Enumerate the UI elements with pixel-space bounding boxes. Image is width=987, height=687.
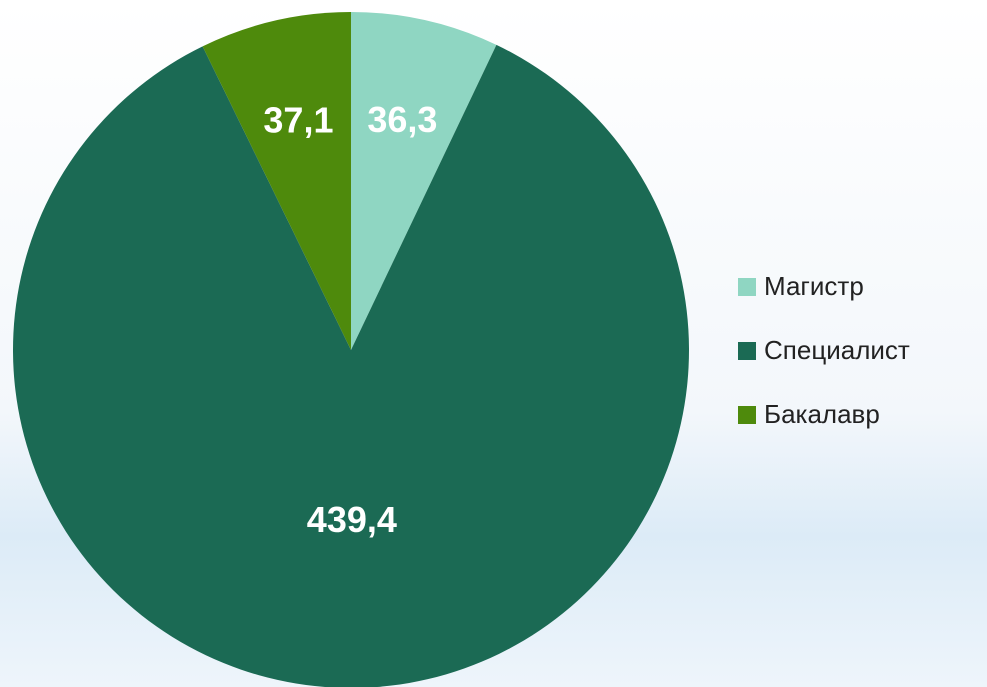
legend-label: Бакалавр <box>764 399 880 429</box>
legend-label: Магистр <box>764 271 864 301</box>
legend-swatch <box>738 406 756 424</box>
legend-swatch <box>738 278 756 296</box>
pie-slice <box>351 12 497 350</box>
pie-slice <box>202 11 351 350</box>
value-label: 36,3 <box>367 99 437 140</box>
legend-swatch <box>738 342 756 360</box>
value-label: 439,4 <box>307 499 397 540</box>
legend-label: Специалист <box>764 335 910 365</box>
value-label: 37,1 <box>263 99 333 140</box>
pie-slice <box>13 44 689 687</box>
